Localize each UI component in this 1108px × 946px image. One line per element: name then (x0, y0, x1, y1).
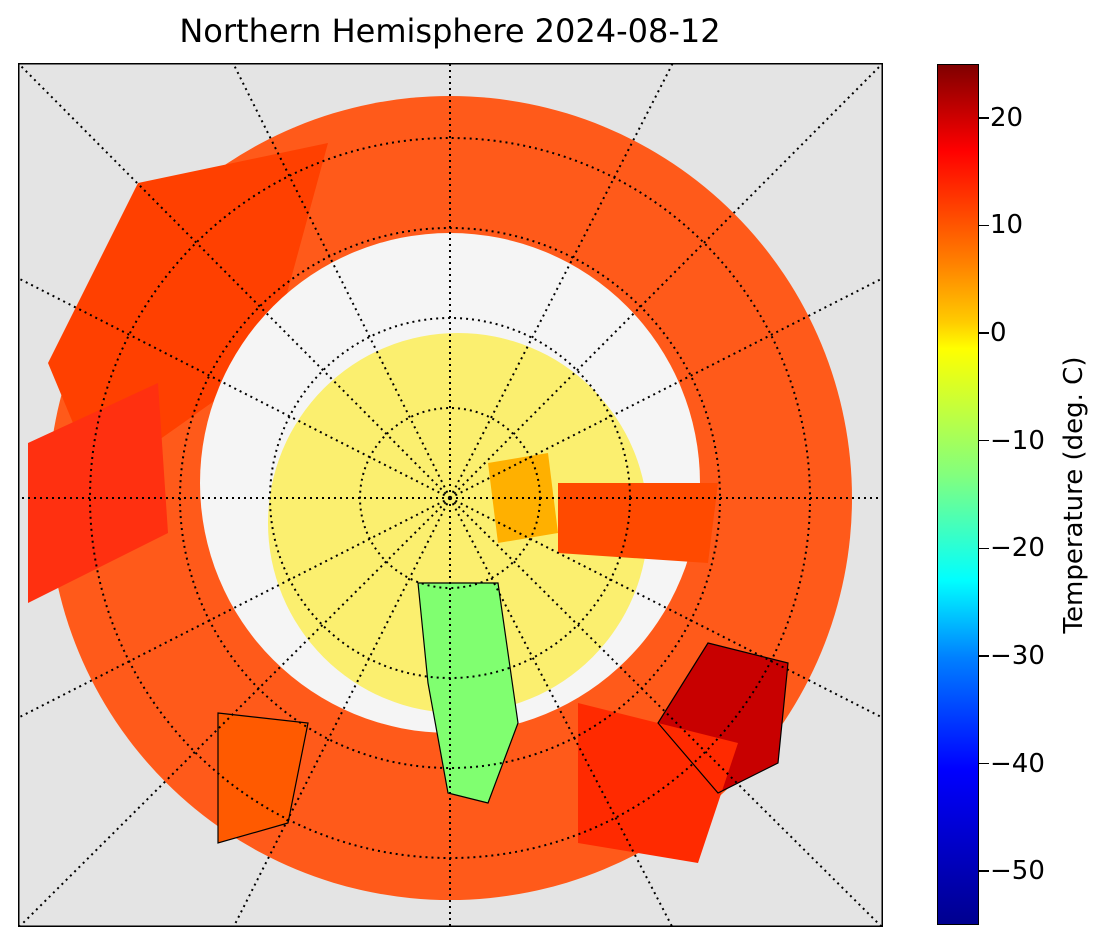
greenland-ice-sheet (418, 583, 518, 803)
colorbar-tick (979, 870, 989, 872)
colorbar-tick-label: 0 (990, 318, 1007, 349)
arctic-cold (268, 333, 648, 713)
colorbar-tick (979, 762, 989, 765)
colorbar-tick (979, 224, 989, 227)
europe-warm (218, 713, 308, 843)
map-frame (18, 63, 883, 927)
colorbar-tick-label: −10 (990, 425, 1045, 456)
colorbar-tick-label: −40 (990, 748, 1045, 779)
colorbar-tick (979, 439, 989, 442)
colorbar-tick-label: −30 (990, 640, 1045, 671)
colorbar-label: Temperature (deg. C) (1059, 356, 1089, 634)
coastlines (217, 582, 789, 844)
colorbar-tick-label: −50 (990, 856, 1045, 887)
polar-map (18, 63, 883, 927)
colorbar-tick (979, 547, 989, 550)
graticule (18, 63, 883, 927)
colorbar-tick-label: −20 (990, 533, 1045, 564)
colorbar-tick (979, 655, 989, 657)
scandinavia-warm (28, 383, 168, 603)
colorbar-tick (979, 332, 989, 334)
colorbar-tick (979, 117, 989, 119)
beaufort-warm (558, 483, 718, 563)
siberia-warm (48, 143, 328, 483)
colorbar (937, 64, 979, 925)
colorbar-tick-label: 10 (990, 210, 1024, 241)
colorbar-tick-label: 20 (990, 102, 1024, 133)
chart-title: Northern Hemisphere 2024-08-12 (179, 12, 721, 50)
